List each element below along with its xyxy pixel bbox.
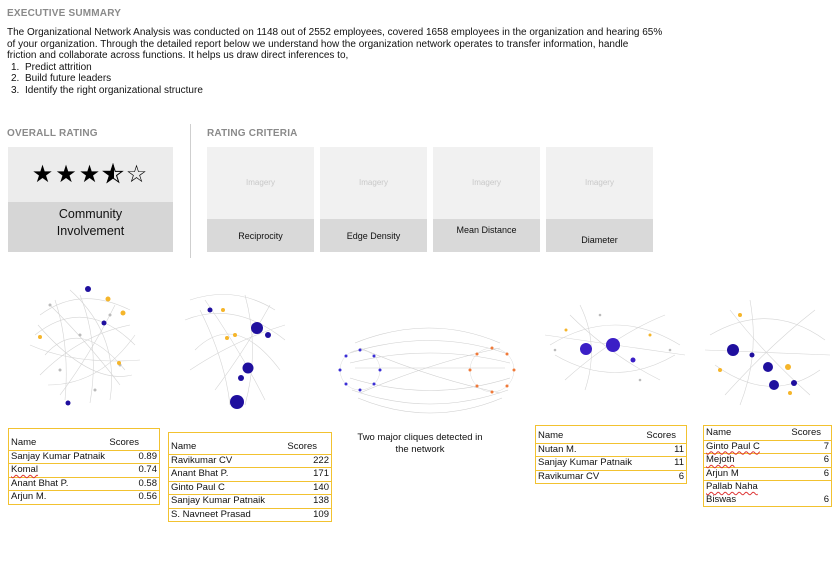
table-row: Pallab Naha — [706, 481, 758, 492]
network-graph-cliques — [338, 327, 516, 414]
star-half-icon: ★ — [102, 161, 126, 189]
table-row: S. Navneet Prasad 109 — [171, 508, 329, 520]
table-header: Name Scores — [704, 426, 831, 441]
table-row: Arjun M. 0.56 — [11, 491, 157, 502]
network-graph-1 — [29, 286, 141, 406]
rating-label: Community Involvement — [8, 202, 173, 252]
table-row: Anant Bhat P. 0.58 — [9, 478, 159, 491]
clique-note: Two major cliques detected in the networ… — [357, 432, 483, 455]
score-table-2: Name Scores Ravikumar CV 222 Anant Bhat P.… — [168, 432, 332, 522]
criteria-card-reciprocity: Imagery Reciprocity — [207, 147, 314, 252]
executive-summary-title: EXECUTIVE SUMMARY — [7, 8, 122, 19]
table-row: Sanjay Kumar Patnaik 138 — [169, 495, 331, 509]
criteria-label: Diameter — [546, 219, 653, 252]
star-filled-icon: ★ — [31, 161, 56, 188]
table-row: Ginto Paul C 140 — [169, 482, 331, 495]
table-row: Biswas 6 — [706, 493, 829, 505]
table-row: Ravikumar CV 222 — [169, 455, 331, 468]
list-item: 3. Identify the right organizational stru… — [11, 84, 203, 96]
score-table-4: Name Scores Nutan M. 11 Sanjay Kumar Patna… — [535, 425, 687, 484]
table-row: Mejoth 6 — [704, 454, 831, 468]
rating-criteria-title: RATING CRITERIA — [207, 128, 298, 139]
overall-rating-title: OVERALL RATING — [7, 128, 98, 139]
star-rating: ★ ★ ★ ★ ☆ — [8, 147, 173, 202]
summary-paragraph: The Organizational Network Analysis was … — [7, 27, 662, 97]
score-table-1: Name Scores Sanjay Kumar Patnaik 0.89 Koma… — [8, 428, 160, 505]
table-row: Komal 0.74 — [9, 464, 159, 478]
table-header: Name Scores — [169, 433, 331, 455]
star-filled-icon: ★ — [78, 161, 103, 188]
criteria-label: Reciprocity — [207, 219, 314, 252]
table-row: Nutan M. 11 — [536, 444, 686, 457]
imagery-placeholder: Imagery — [546, 147, 653, 219]
imagery-placeholder: Imagery — [320, 147, 427, 219]
imagery-placeholder: Imagery — [433, 147, 540, 219]
criteria-label: Edge Density — [320, 219, 427, 252]
summary-line: friction and collaborate across function… — [7, 50, 349, 62]
network-graph-2 — [184, 294, 286, 409]
summary-line: The Organizational Network Analysis was … — [7, 27, 663, 38]
criteria-card-edge-density: Imagery Edge Density — [320, 147, 427, 252]
overall-rating-card: ★ ★ ★ ★ ☆ Community Involvement — [8, 147, 173, 252]
list-item: 2. Build future leaders — [11, 73, 112, 85]
table-row: Sanjay Kumar Patnaik 11 — [536, 457, 686, 471]
section-divider — [190, 124, 191, 258]
network-graph-4 — [544, 304, 686, 391]
summary-line: of your organization. Through the detail… — [7, 38, 629, 50]
table-row: Sanjay Kumar Patnaik 0.89 — [9, 451, 159, 464]
network-graph-5 — [704, 299, 831, 406]
table-row: Anant Bhat P. 171 — [169, 468, 331, 482]
imagery-placeholder: Imagery — [207, 147, 314, 219]
table-row: Ravikumar CV 6 — [538, 470, 684, 482]
criteria-label: Mean Distance — [433, 219, 540, 252]
criteria-card-diameter: Imagery Diameter — [546, 147, 653, 252]
table-header: Name Scores — [536, 426, 686, 444]
table-header: Name Scores — [9, 429, 159, 451]
star-filled-icon: ★ — [55, 161, 79, 188]
list-item: 1. Predict attrition — [11, 61, 92, 73]
star-empty-icon: ☆ — [125, 161, 150, 188]
criteria-card-mean-distance: Imagery Mean Distance — [433, 147, 540, 252]
